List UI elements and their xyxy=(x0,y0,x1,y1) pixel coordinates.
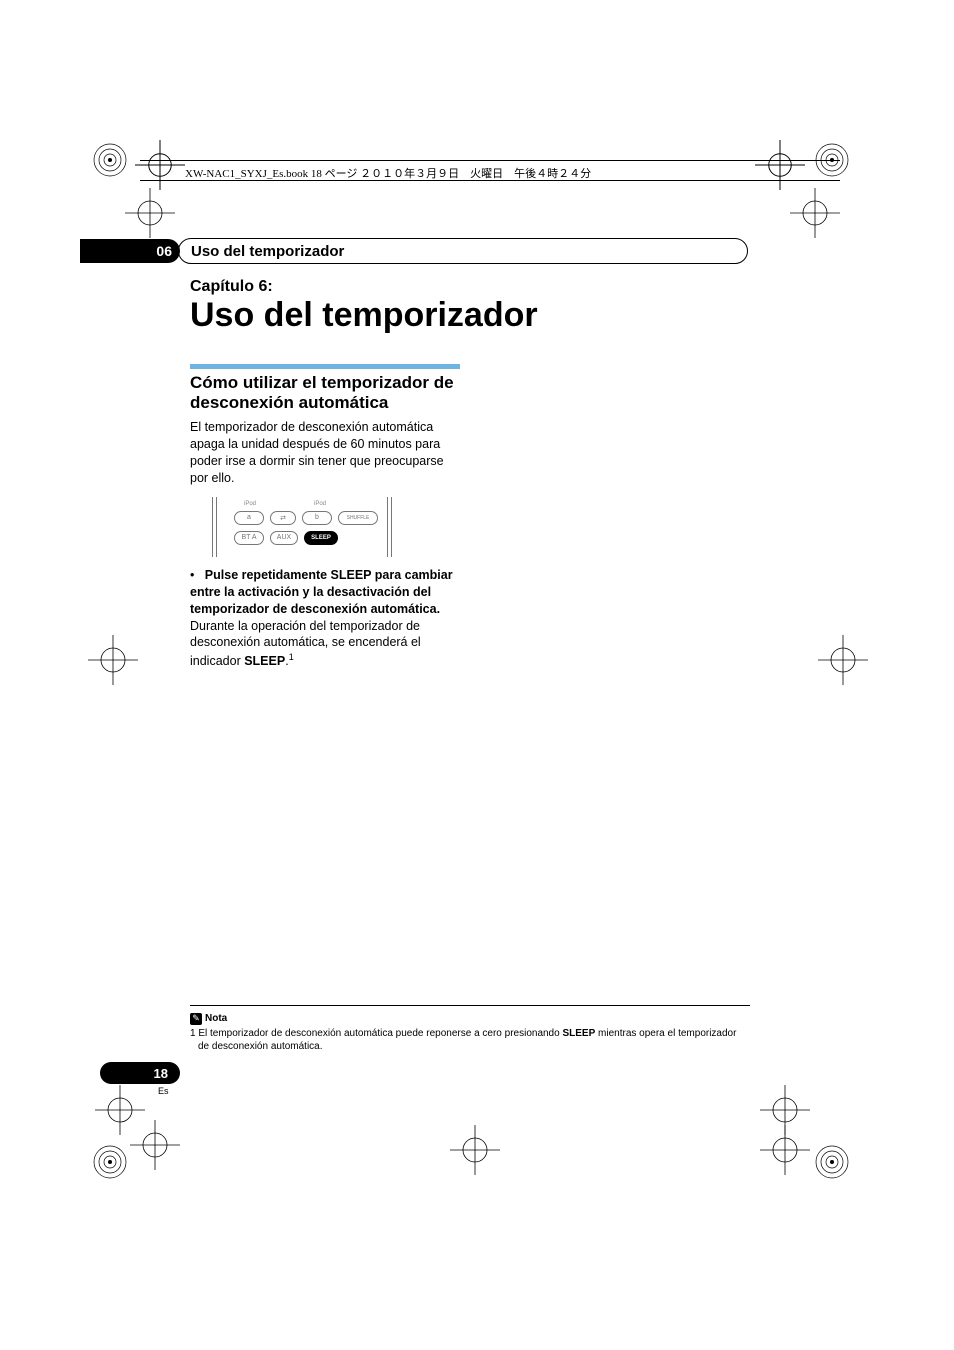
section-header: 06 Uso del temporizador xyxy=(80,238,748,264)
crosshair-mark-icon xyxy=(88,635,138,685)
footnote-pre: El temporizador de desconexión automátic… xyxy=(196,1028,563,1039)
running-head: XW-NAC1_SYXJ_Es.book 18 ページ ２０１０年３月９日 火曜… xyxy=(185,165,591,181)
crosshair-mark-icon xyxy=(135,140,175,180)
crosshair-mark-icon xyxy=(790,188,840,238)
bullet-lead: Pulse repetidamente SLEEP para cambiar e… xyxy=(190,568,453,616)
remote-btn-a: a xyxy=(234,511,264,525)
subsection-paragraph: El temporizador de desconexión automátic… xyxy=(190,419,460,487)
header-rule-bottom xyxy=(140,180,840,181)
subsection-heading: Cómo utilizar el temporizador de descone… xyxy=(190,373,460,414)
remote-frame-right-inner xyxy=(387,497,388,557)
subsection-accent-bar xyxy=(190,364,460,369)
chapter-number: 06 xyxy=(156,243,172,259)
content-column: Capítulo 6: Uso del temporizador Cómo ut… xyxy=(190,278,750,670)
note-icon: ✎ xyxy=(190,1013,202,1025)
bullet-body-bold: SLEEP xyxy=(244,655,285,669)
remote-frame-left-inner xyxy=(216,497,217,557)
crosshair-mark-icon xyxy=(818,635,868,685)
instruction-bullet: • Pulse repetidamente SLEEP para cambiar… xyxy=(190,567,460,670)
crosshair-mark-icon xyxy=(450,1125,500,1175)
chapter-number-pill: 06 xyxy=(80,239,180,263)
crosshair-mark-icon xyxy=(125,188,175,238)
nota-label: Nota xyxy=(205,1013,227,1024)
header-rule-top xyxy=(140,160,840,161)
crosshair-mark-icon xyxy=(755,140,795,180)
page-number: 18 xyxy=(154,1066,168,1081)
section-title-frame: Uso del temporizador xyxy=(178,238,748,264)
remote-btn-aux: AUX xyxy=(270,531,298,545)
footnote-ref: 1 xyxy=(289,652,294,662)
bullet-marker: • xyxy=(190,568,205,582)
remote-btn-sleep: SLEEP xyxy=(304,531,338,545)
footnote-bold: SLEEP xyxy=(562,1028,595,1039)
section-title: Uso del temporizador xyxy=(191,243,344,260)
crosshair-mark-icon xyxy=(130,1120,180,1170)
footnote-rule xyxy=(190,1005,750,1006)
remote-label-ipod-left: iPod xyxy=(244,501,256,507)
remote-btn-b: b xyxy=(302,511,332,525)
registration-mark-icon xyxy=(812,140,852,180)
nota-badge: ✎ Nota xyxy=(190,1013,227,1025)
crosshair-mark-icon xyxy=(760,1125,810,1175)
bullet-body-pre: Durante la operación del temporizador de… xyxy=(190,619,421,669)
footnote-block: ✎ Nota 1 El temporizador de desconexión … xyxy=(190,1005,750,1053)
page-number-pill: 18 xyxy=(100,1062,180,1084)
remote-frame-left-outer xyxy=(212,497,213,557)
remote-btn-bta: BT A xyxy=(234,531,264,545)
remote-frame-right-outer xyxy=(391,497,392,557)
registration-mark-icon xyxy=(812,1142,852,1182)
registration-mark-icon xyxy=(90,140,130,180)
registration-mark-icon xyxy=(90,1142,130,1182)
remote-btn-shuffle: SHUFFLE xyxy=(338,511,378,525)
remote-diagram: iPod iPod a ⇄ b SHUFFLE BT A AUX SLEEP xyxy=(212,497,437,557)
language-code: Es xyxy=(158,1086,169,1096)
remote-label-ipod-right: iPod xyxy=(314,501,326,507)
chapter-label: Capítulo 6: xyxy=(190,278,750,296)
chapter-title: Uso del temporizador xyxy=(190,298,750,334)
remote-btn-swap: ⇄ xyxy=(270,511,296,525)
footnote-text: 1 El temporizador de desconexión automát… xyxy=(190,1027,750,1053)
